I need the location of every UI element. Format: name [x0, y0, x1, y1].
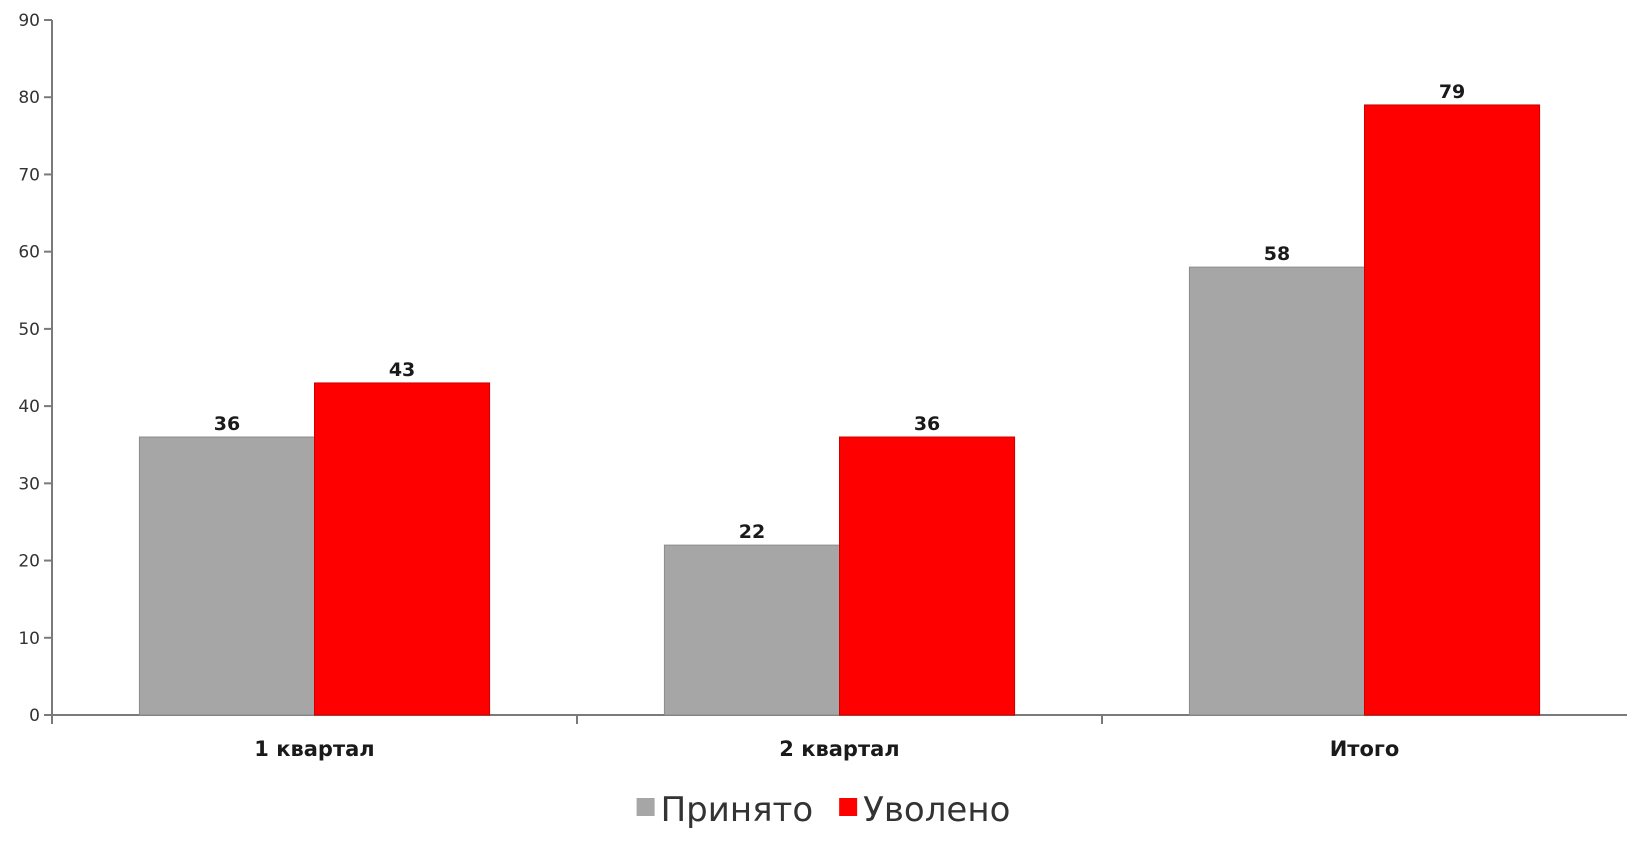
bar-prinyato	[663, 544, 840, 716]
bar-uvoleno	[314, 382, 491, 716]
data-label: 43	[389, 359, 415, 381]
y-tick-label: 30	[18, 474, 40, 494]
y-axis: 0 10 20 30 40 50 60 70 80 90	[18, 11, 53, 726]
x-tick-label: 2 квартал	[779, 737, 899, 761]
x-axis: 1 квартал 2 квартал Итого	[51, 714, 1627, 761]
bars	[138, 104, 1541, 716]
data-label: 36	[914, 413, 940, 435]
bar-uvoleno	[839, 436, 1016, 716]
data-label: 58	[1264, 243, 1290, 265]
bar-uvoleno	[1364, 104, 1541, 716]
legend-label: Принято	[661, 790, 814, 830]
x-tick-label: 1 квартал	[254, 737, 374, 761]
y-tick-label: 90	[18, 11, 40, 31]
bar-prinyato	[1188, 266, 1365, 716]
data-labels: 36 43 22 36 58 79	[214, 81, 1466, 543]
y-tick-label: 70	[18, 165, 40, 185]
legend: Принято Уволено	[636, 790, 1010, 830]
bar-prinyato	[138, 436, 315, 716]
legend-swatch-prinyato	[636, 798, 655, 816]
y-tick-label: 0	[29, 706, 40, 726]
y-tick-label: 50	[18, 320, 40, 340]
data-label: 36	[214, 413, 240, 435]
x-tick-label: Итого	[1330, 737, 1400, 761]
y-tick-label: 20	[18, 552, 40, 572]
data-label: 22	[739, 521, 765, 543]
y-tick-label: 40	[18, 397, 40, 417]
y-tick-label: 60	[18, 243, 40, 263]
legend-swatch-uvoleno	[839, 798, 858, 816]
y-tick-label: 80	[18, 88, 40, 108]
data-label: 79	[1439, 81, 1465, 103]
legend-label: Уволено	[863, 790, 1010, 830]
y-tick-label: 10	[18, 629, 40, 649]
